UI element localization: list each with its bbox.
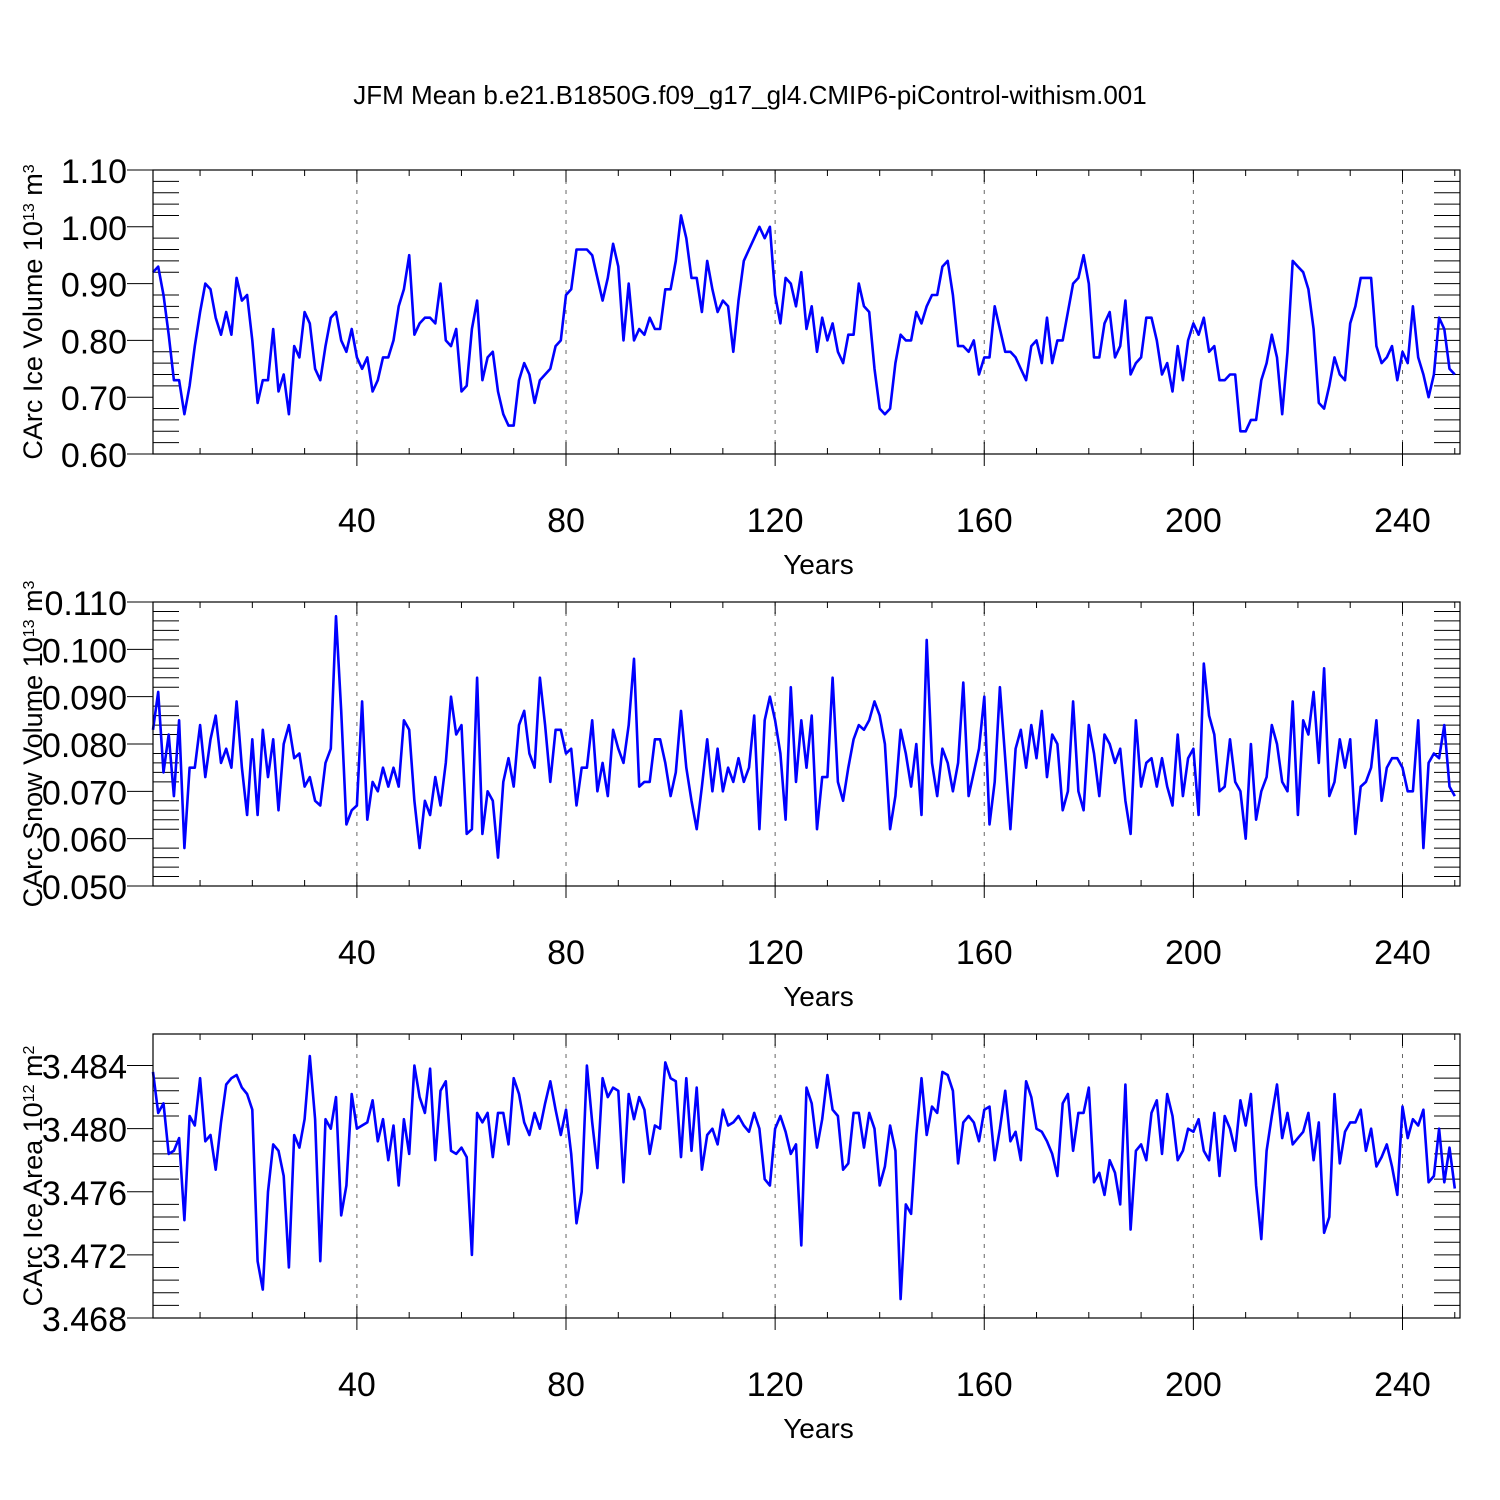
x-tick-label: 160 bbox=[956, 934, 1013, 972]
y-tick-label: 0.060 bbox=[42, 822, 127, 860]
x-tick-label: 160 bbox=[956, 502, 1013, 540]
y-tick-label: 0.110 bbox=[44, 585, 127, 623]
y-axis-label: CArc Ice Volume 1013 m3 bbox=[18, 164, 48, 459]
y-tick-label: 0.80 bbox=[61, 323, 127, 361]
x-tick-label: 120 bbox=[747, 502, 804, 540]
y-tick-label: 0.070 bbox=[42, 774, 127, 812]
y-tick-label: 3.484 bbox=[42, 1049, 127, 1087]
y-tick-label: 0.70 bbox=[61, 380, 127, 418]
chart-panel-3: 3.468 3.472 3.476 3.480 3.484 40 80 120 160 200 24… bbox=[18, 1033, 1461, 1444]
chart-panel-2: 0.050 0.060 0.070 0.080 0.090 0.100 0.110 40 80 1… bbox=[18, 580, 1461, 1012]
x-tick-label: 240 bbox=[1374, 934, 1431, 972]
x-tick-label: 200 bbox=[1165, 1366, 1222, 1404]
series-line bbox=[151, 1054, 1457, 1301]
x-tick-label: 120 bbox=[747, 1366, 804, 1404]
plot-frame bbox=[152, 1033, 1461, 1319]
x-tick-label: 200 bbox=[1165, 934, 1222, 972]
x-tick-label: 40 bbox=[338, 1366, 376, 1404]
chart-title: JFM Mean b.e21.B1850G.f09_g17_gl4.CMIP6-… bbox=[353, 80, 1147, 110]
series-line bbox=[152, 214, 1456, 433]
y-tick-label: 0.080 bbox=[42, 727, 127, 765]
chart-panel-1: 0.60 0.70 0.80 0.90 1.00 1.10 40 80 120 160 200 240… bbox=[18, 153, 1461, 580]
x-tick-label: 160 bbox=[956, 1366, 1013, 1404]
y-tick-label: 0.100 bbox=[42, 632, 127, 670]
y-tick-label: 0.90 bbox=[61, 267, 127, 305]
series-line bbox=[151, 614, 1456, 859]
x-tick-label: 40 bbox=[338, 934, 376, 972]
y-axis-label: CArc Snow Volume 1013 m3 bbox=[18, 580, 48, 907]
x-tick-label: 120 bbox=[747, 934, 804, 972]
x-tick-label: 240 bbox=[1374, 502, 1431, 540]
x-tick-label: 200 bbox=[1165, 502, 1222, 540]
y-tick-label: 3.472 bbox=[42, 1238, 127, 1276]
x-tick-label: 240 bbox=[1374, 1366, 1431, 1404]
y-tick-label: 1.10 bbox=[61, 153, 127, 191]
y-tick-label: 0.050 bbox=[42, 869, 127, 907]
x-tick-label: 80 bbox=[547, 1366, 585, 1404]
y-tick-label: 3.476 bbox=[42, 1175, 127, 1213]
plot-frame bbox=[152, 601, 1461, 887]
y-tick-label: 0.60 bbox=[61, 437, 127, 475]
y-tick-label: 3.468 bbox=[42, 1301, 127, 1339]
plot-frame bbox=[152, 169, 1461, 455]
y-tick-label: 3.480 bbox=[42, 1112, 127, 1150]
x-axis-label: Years bbox=[783, 549, 854, 580]
x-axis-label: Years bbox=[783, 981, 854, 1012]
x-tick-label: 40 bbox=[338, 502, 376, 540]
x-tick-label: 80 bbox=[547, 502, 585, 540]
y-tick-label: 1.00 bbox=[61, 210, 127, 248]
x-tick-label: 80 bbox=[547, 934, 585, 972]
y-tick-label: 0.090 bbox=[42, 680, 127, 718]
y-axis-label: CArc Ice Area 1012 m2 bbox=[18, 1046, 48, 1307]
x-axis-label: Years bbox=[783, 1413, 854, 1444]
